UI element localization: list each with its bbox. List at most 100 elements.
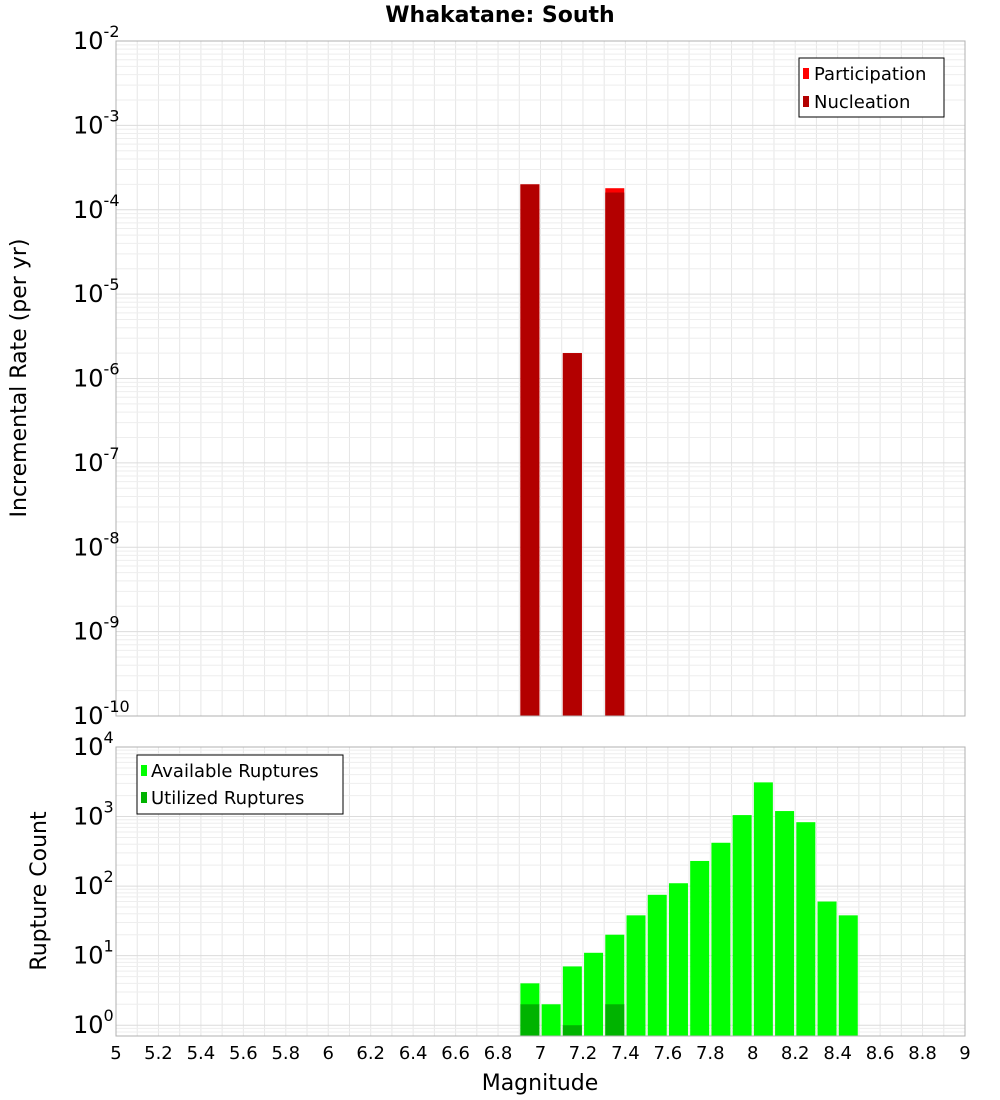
nucleation-bar xyxy=(605,192,625,717)
x-tick-label: 8.2 xyxy=(781,1043,810,1064)
top-grid xyxy=(115,40,966,717)
top-y-tick-exp: -7 xyxy=(104,444,120,463)
top-y-tick-base: 10 xyxy=(73,533,104,561)
bottom-y-tick-exp: 0 xyxy=(104,1006,114,1025)
top-y-axis-label: Incremental Rate (per yr) xyxy=(7,239,32,518)
x-tick-label: 5.8 xyxy=(271,1043,300,1064)
utilized-bar xyxy=(605,1004,625,1036)
bottom-y-axis-label: Rupture Count xyxy=(27,811,52,971)
x-axis-ticks: 5 5.2 5.4 5.6 5.8 6 6.2 6.4 6.6 6.8 7 7.2 7.4 7.6 7.8 8… xyxy=(110,1043,970,1064)
top-y-tick-exp: -8 xyxy=(104,528,120,547)
top-y-tick-label: 10-2 xyxy=(73,22,120,55)
x-tick-label: 6.8 xyxy=(484,1043,513,1064)
x-tick-label: 6.6 xyxy=(441,1043,470,1064)
bottom-y-tick-base: 10 xyxy=(73,942,104,970)
x-tick-label: 5 xyxy=(110,1043,121,1064)
bottom-y-tick-base: 10 xyxy=(73,1011,104,1039)
available-bar xyxy=(817,901,837,1036)
legend-participation-label: Participation xyxy=(814,64,926,85)
bottom-y-tick-label: 100 xyxy=(73,1006,114,1039)
legend-nucleation-swatch xyxy=(803,96,809,107)
top-y-tick-exp: -4 xyxy=(104,191,120,210)
x-axis-label: Magnitude xyxy=(482,1071,599,1096)
x-tick-label: 7.8 xyxy=(696,1043,725,1064)
x-tick-label: 7.4 xyxy=(611,1043,640,1064)
available-bar xyxy=(668,883,688,1036)
top-y-tick-exp: -3 xyxy=(104,106,120,125)
top-y-tick-exp: -5 xyxy=(104,275,120,294)
top-y-tick-label: 10-10 xyxy=(73,697,130,730)
available-bar xyxy=(541,1004,561,1036)
top-y-tick-label: 10-4 xyxy=(73,191,120,224)
top-y-tick-base: 10 xyxy=(73,280,104,308)
bottom-plot-frame xyxy=(115,746,966,1037)
top-y-tick-label: 10-8 xyxy=(73,528,120,561)
x-tick-label: 8.4 xyxy=(823,1043,852,1064)
bottom-legend: Available Ruptures Utilized Ruptures xyxy=(136,754,344,815)
top-y-tick-base: 10 xyxy=(73,365,104,393)
top-y-tick-exp: -2 xyxy=(104,22,120,41)
top-y-tick-base: 10 xyxy=(73,449,104,477)
available-bar xyxy=(647,894,667,1036)
x-tick-label: 7.6 xyxy=(654,1043,683,1064)
top-y-tick-label: 10-5 xyxy=(73,275,120,308)
top-bars xyxy=(520,184,625,717)
available-bar xyxy=(796,822,816,1036)
top-y-tick-label: 10-3 xyxy=(73,106,120,139)
available-bar xyxy=(838,915,858,1036)
available-bar xyxy=(584,952,604,1036)
top-legend: Participation Nucleation xyxy=(798,57,945,118)
available-bar xyxy=(690,860,710,1036)
top-plot-frame xyxy=(115,40,966,717)
chart-title: Whakatane: South xyxy=(385,3,614,28)
bottom-y-tick-base: 10 xyxy=(73,733,104,761)
top-y-tick-base: 10 xyxy=(73,702,104,730)
top-y-tick-label: 10-9 xyxy=(73,613,120,646)
nucleation-bar xyxy=(520,184,540,717)
bottom-y-tick-label: 101 xyxy=(73,937,114,970)
x-tick-label: 7 xyxy=(535,1043,546,1064)
top-y-tick-base: 10 xyxy=(73,27,104,55)
available-bar xyxy=(626,915,646,1036)
top-y-tick-base: 10 xyxy=(73,618,104,646)
bottom-bars xyxy=(520,782,858,1036)
x-tick-label: 8 xyxy=(747,1043,758,1064)
top-y-tick-exp: -10 xyxy=(104,697,130,716)
top-y-tick-label: 10-7 xyxy=(73,444,120,477)
bottom-y-tick-base: 10 xyxy=(73,872,104,900)
x-tick-label: 9 xyxy=(959,1043,970,1064)
legend-utilized-swatch xyxy=(141,792,147,803)
top-y-tick-exp: -9 xyxy=(104,613,120,632)
available-bar xyxy=(732,815,752,1036)
x-tick-label: 7.2 xyxy=(569,1043,598,1064)
x-tick-label: 5.6 xyxy=(229,1043,258,1064)
x-tick-label: 8.8 xyxy=(908,1043,937,1064)
bottom-y-tick-label: 102 xyxy=(73,867,114,900)
bottom-y-tick-label: 104 xyxy=(73,728,114,761)
top-y-tick-base: 10 xyxy=(73,196,104,224)
available-bar xyxy=(562,966,582,1036)
x-tick-label: 6.2 xyxy=(356,1043,385,1064)
top-legend-box xyxy=(798,57,945,118)
legend-utilized-label: Utilized Ruptures xyxy=(151,788,304,809)
top-y-tick-label: 10-6 xyxy=(73,360,120,393)
utilized-bar xyxy=(520,1004,540,1036)
available-bar xyxy=(753,782,773,1036)
available-bar xyxy=(775,811,795,1036)
top-y-tick-exp: -6 xyxy=(104,360,120,379)
bottom-legend-box xyxy=(136,754,344,815)
bottom-y-tick-base: 10 xyxy=(73,803,104,831)
legend-nucleation-label: Nucleation xyxy=(814,92,910,113)
top-y-tick-base: 10 xyxy=(73,111,104,139)
bottom-y-tick-exp: 3 xyxy=(104,798,114,817)
available-bar xyxy=(711,842,731,1036)
x-tick-label: 6 xyxy=(323,1043,334,1064)
legend-participation-swatch xyxy=(803,68,809,79)
legend-available-label: Available Ruptures xyxy=(151,761,319,782)
bottom-y-tick-exp: 4 xyxy=(104,728,114,747)
bottom-y-tick-exp: 2 xyxy=(104,867,114,886)
